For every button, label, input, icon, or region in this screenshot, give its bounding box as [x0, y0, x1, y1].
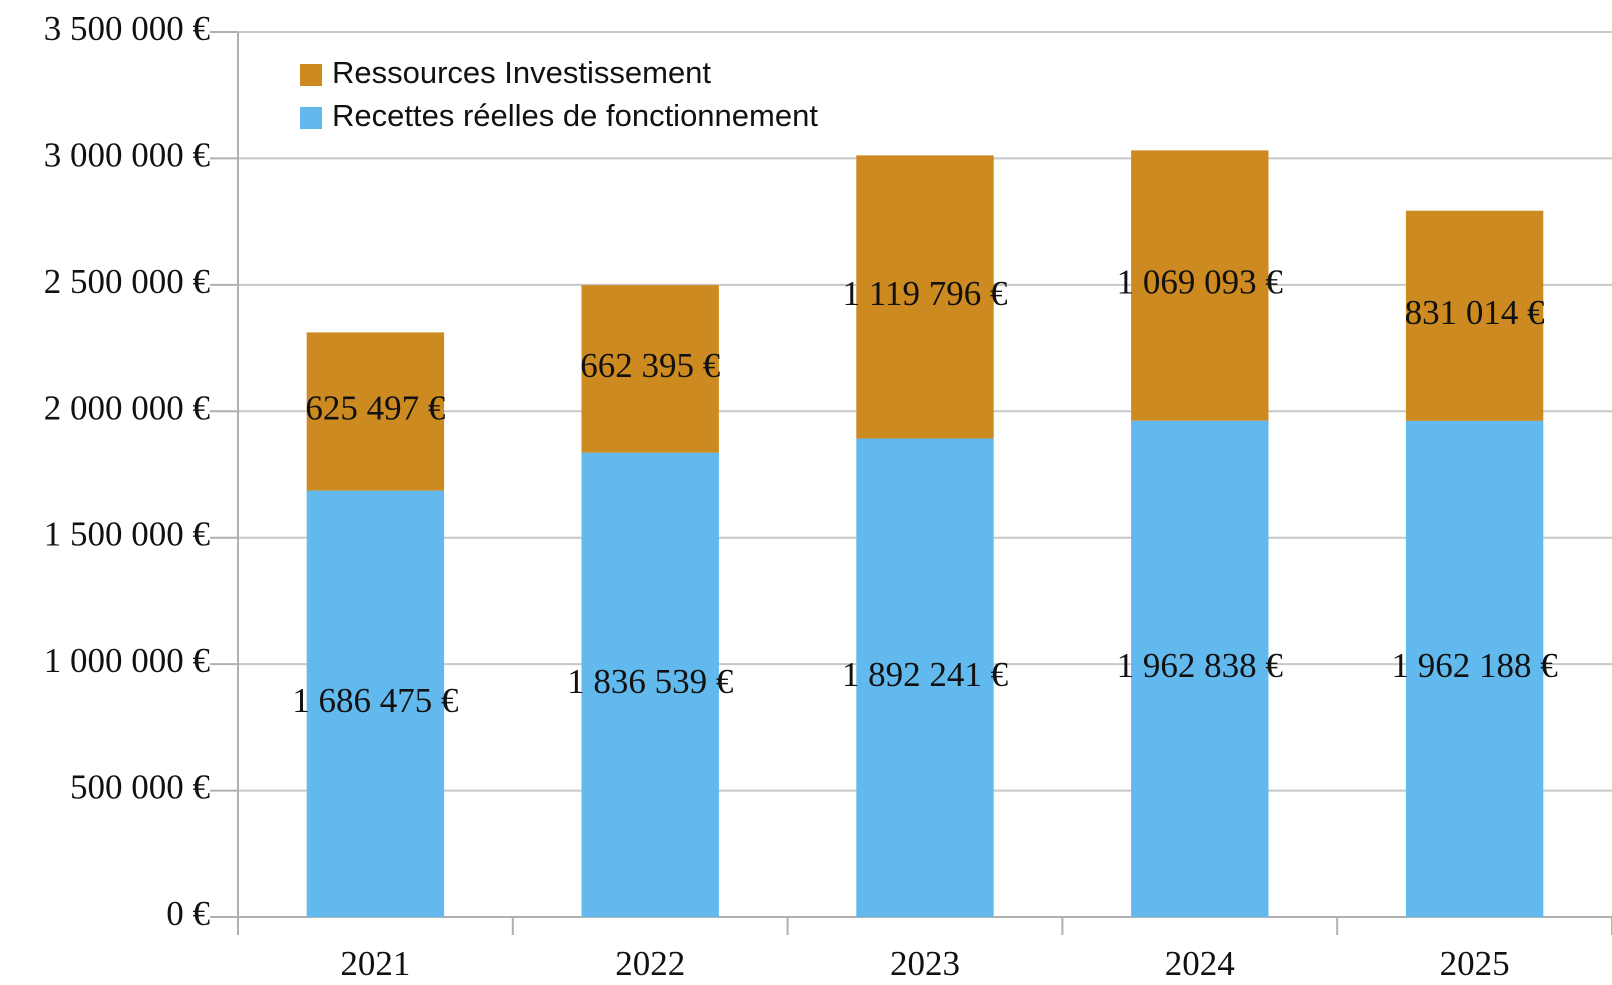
value-label: 1 069 093 € [1117, 263, 1283, 302]
x-tick-label: 2025 [1440, 944, 1510, 983]
bar-segment [1131, 150, 1269, 421]
bar-segment [1131, 420, 1269, 917]
bar-segment [581, 452, 719, 917]
legend-swatch [300, 64, 322, 86]
bar-segment [856, 438, 994, 917]
value-label: 1 892 241 € [842, 655, 1008, 694]
x-tick-label: 2021 [340, 944, 410, 983]
bar-segment [1405, 420, 1544, 917]
y-tick-label: 1 500 000 € [44, 515, 210, 554]
y-tick-label: 2 000 000 € [44, 388, 210, 427]
value-label: 625 497 € [305, 389, 445, 428]
value-label: 1 119 796 € [843, 274, 1008, 313]
value-label: 662 395 € [580, 346, 720, 385]
bar-segment [1405, 210, 1544, 421]
value-label: 1 962 838 € [1117, 646, 1283, 685]
value-label: 1 686 475 € [292, 681, 458, 720]
y-tick-label: 2 500 000 € [44, 262, 210, 301]
legend-swatch [300, 107, 322, 129]
x-tick-label: 2023 [890, 944, 960, 983]
y-tick-label: 1 000 000 € [44, 641, 210, 680]
bar-segment [581, 285, 719, 453]
value-label: 1 836 539 € [567, 662, 733, 701]
legend-label: Recettes réelles de fonctionnement [332, 98, 818, 133]
bar-segment [306, 490, 445, 917]
value-label: 831 014 € [1405, 293, 1545, 332]
bar-segment [306, 332, 445, 491]
x-tick-label: 2024 [1165, 944, 1235, 983]
y-tick-label: 3 000 000 € [44, 135, 210, 174]
y-tick-label: 500 000 € [70, 768, 210, 807]
y-tick-label: 0 € [166, 894, 210, 933]
bar-segment [856, 155, 994, 439]
value-label: 1 962 188 € [1391, 646, 1557, 685]
legend-label: Ressources Investissement [332, 55, 711, 90]
y-tick-label: 3 500 000 € [44, 9, 210, 48]
x-tick-label: 2022 [615, 944, 685, 983]
